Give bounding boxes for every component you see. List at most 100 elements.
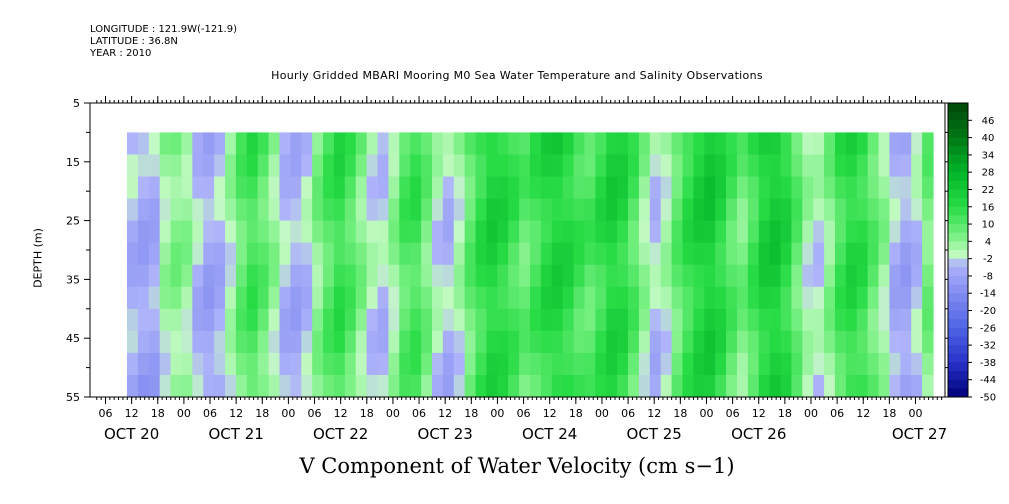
heat-cell <box>900 198 912 222</box>
year-label: YEAR : 2010 <box>90 48 152 59</box>
x-tick-label: 12 <box>647 407 661 420</box>
heat-cell <box>442 198 455 222</box>
heat-cell <box>497 286 509 310</box>
heat-cell <box>312 198 324 222</box>
heat-cell <box>148 198 161 222</box>
colorbar-band <box>948 319 968 329</box>
heat-cell <box>159 352 172 376</box>
colorbar-label: -32 <box>980 341 996 352</box>
heat-cell <box>203 264 215 288</box>
heat-cell <box>127 330 139 354</box>
heat-cell <box>726 286 738 310</box>
heat-cell <box>649 198 662 222</box>
heat-cell <box>257 264 270 288</box>
heat-cell <box>845 154 858 178</box>
heat-cell <box>540 176 553 200</box>
heat-cell <box>268 286 281 310</box>
colorbar-band <box>948 250 968 260</box>
heat-cell <box>802 154 814 178</box>
heat-cell <box>312 330 324 354</box>
heat-cell <box>453 286 466 310</box>
heat-cell <box>508 264 520 288</box>
heat-cell <box>355 132 368 156</box>
heat-cell <box>442 176 455 200</box>
heat-cell <box>214 132 226 156</box>
heat-cell <box>127 264 139 288</box>
heat-cell <box>824 154 836 178</box>
heat-cell <box>246 198 259 222</box>
heat-cell <box>802 374 814 398</box>
heat-cell <box>246 220 259 244</box>
heat-cell <box>246 374 259 398</box>
heat-cell <box>911 176 923 200</box>
heat-cell <box>758 154 771 178</box>
heat-cell <box>649 374 662 398</box>
heat-cell <box>638 352 651 376</box>
heat-cell <box>747 220 760 244</box>
heat-cell <box>333 198 346 222</box>
heat-cell <box>257 242 270 266</box>
x-tick-label: 12 <box>438 407 452 420</box>
heat-cell <box>769 220 782 244</box>
heat-cell <box>170 308 183 332</box>
heat-cell <box>922 242 934 266</box>
heat-cell <box>235 374 248 398</box>
heat-cell <box>192 374 204 398</box>
heat-cell <box>649 176 662 200</box>
heat-cell <box>257 352 270 376</box>
heat-cell <box>268 308 281 332</box>
heat-cell <box>377 176 389 200</box>
heat-cell <box>780 264 792 288</box>
heat-cell <box>693 352 705 376</box>
heat-cell <box>290 242 302 266</box>
heat-cell <box>377 154 389 178</box>
heat-cell <box>127 176 139 200</box>
heat-cell <box>475 286 488 310</box>
heat-cell <box>747 374 760 398</box>
heat-cell <box>410 374 422 398</box>
heat-cell <box>573 308 586 332</box>
heat-cell <box>410 286 422 310</box>
heat-cell <box>660 242 673 266</box>
heat-cell <box>137 176 150 200</box>
heat-cell <box>856 242 869 266</box>
heat-cell <box>268 330 281 354</box>
heat-cell <box>170 220 183 244</box>
heat-cell <box>856 198 869 222</box>
heat-cell <box>791 154 803 178</box>
heat-cell <box>301 220 313 244</box>
heat-cell <box>279 330 291 354</box>
heat-cell <box>573 242 586 266</box>
heat-cell <box>181 220 193 244</box>
heat-cell <box>268 154 281 178</box>
heat-cell <box>682 220 694 244</box>
heat-cell <box>638 132 651 156</box>
heat-cell <box>301 374 313 398</box>
heat-cell <box>584 308 596 332</box>
heat-cell <box>595 132 607 156</box>
heat-cell <box>802 220 814 244</box>
heat-cell <box>867 198 880 222</box>
colorbar-band <box>948 224 968 234</box>
heat-cell <box>148 308 161 332</box>
heat-cell <box>464 154 477 178</box>
heat-cell <box>562 374 575 398</box>
heat-cell <box>780 308 792 332</box>
heat-cell <box>442 132 455 156</box>
heat-cell <box>726 242 738 266</box>
heat-cell <box>148 286 161 310</box>
heat-cell <box>127 374 139 398</box>
heat-cell <box>508 176 520 200</box>
heat-cell <box>497 154 509 178</box>
heat-cell <box>834 242 847 266</box>
heat-cell <box>301 352 313 376</box>
heat-cell <box>606 242 618 266</box>
heat-cell <box>246 286 259 310</box>
heat-cell <box>170 198 183 222</box>
heat-cell <box>715 264 727 288</box>
heat-cell <box>148 220 161 244</box>
heat-cell <box>758 286 771 310</box>
heat-cell <box>235 132 248 156</box>
heat-cell <box>225 352 237 376</box>
heat-cell <box>399 176 411 200</box>
